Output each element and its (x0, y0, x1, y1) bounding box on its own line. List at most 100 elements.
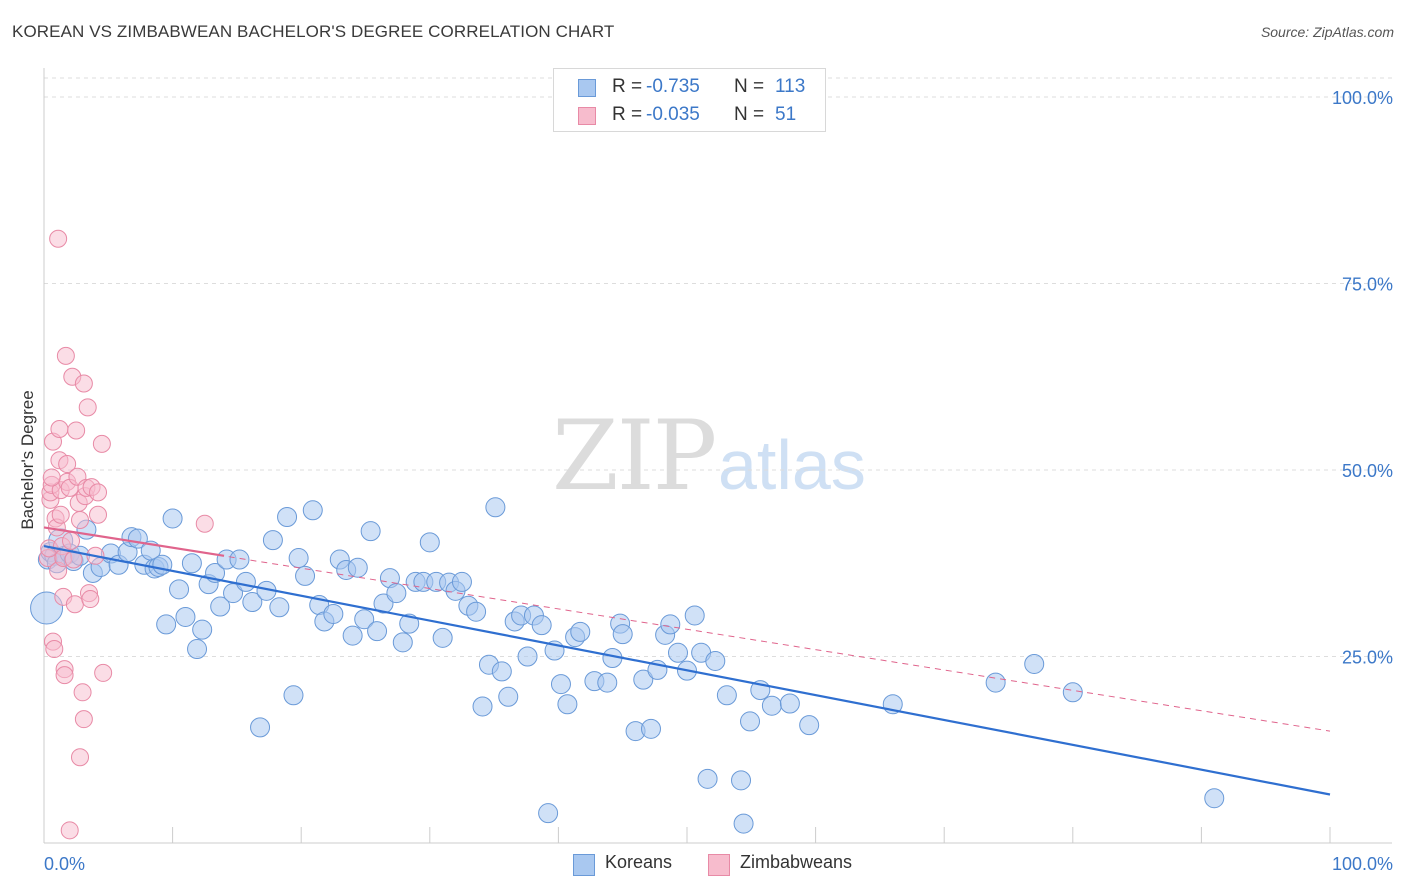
zimbabwean-points-group (38, 229, 214, 840)
zimbabwean-point (50, 419, 69, 438)
korean-point (640, 718, 661, 739)
korean-point (432, 627, 453, 648)
korean-n-value: 113 (775, 76, 806, 97)
korean-point (210, 596, 231, 617)
korean-point (799, 715, 820, 736)
korean-point (538, 803, 559, 824)
zimbabwean-point (74, 374, 93, 393)
zimbabwean-point (94, 663, 113, 682)
chart-title: KOREAN VS ZIMBABWEAN BACHELOR'S DEGREE C… (12, 22, 615, 41)
korean-point (392, 632, 413, 653)
korean-point (472, 696, 493, 717)
zimbabwean-n-label: N = (734, 104, 765, 125)
korean-point (550, 674, 571, 695)
korean-point (288, 548, 309, 569)
korean-point (740, 711, 761, 732)
korean-point (262, 530, 283, 551)
korean-point (229, 549, 250, 570)
korean-point (761, 695, 782, 716)
zimbabwean-point (195, 514, 214, 533)
korean-point (633, 669, 654, 690)
y-tick-label: 75.0% (1342, 275, 1393, 295)
x-tick-label-start: 0.0% (44, 854, 85, 874)
korean-n-label: N = (734, 76, 765, 97)
korean-point (354, 609, 375, 630)
korean-point (1024, 653, 1045, 674)
korean-point (466, 601, 487, 622)
zimbabwean-r-label: R = (612, 104, 643, 125)
zimbabwean-point (71, 510, 90, 529)
zimbabwean-point (92, 434, 111, 453)
korean-points-group (30, 497, 1225, 834)
source-label: Source: ZipAtlas.com (1260, 24, 1394, 40)
korean-point (485, 497, 506, 518)
zimbabwean-point (78, 398, 97, 417)
trend-lines-group (43, 526, 1331, 796)
zimbabwean-point (67, 421, 86, 440)
korean-point (242, 592, 263, 613)
bottom-korean-swatch (573, 854, 595, 876)
watermark-atlas: atlas (718, 426, 866, 504)
korean-point (347, 557, 368, 578)
zimbabwean-point (58, 455, 77, 474)
y-tick-label: 25.0% (1342, 648, 1393, 668)
axis-layer (43, 68, 1392, 844)
korean-trend-line (43, 545, 1331, 796)
watermark-zip: ZIP (552, 400, 717, 512)
korean-point (779, 693, 800, 714)
zimbabwean-point (62, 531, 81, 550)
x-tick-label-end: 100.0% (1332, 854, 1393, 874)
korean-point (985, 672, 1006, 693)
korean-point (399, 613, 420, 634)
korean-point (386, 583, 407, 604)
korean-point (156, 614, 177, 635)
korean-point (731, 770, 752, 791)
korean-point (295, 565, 316, 586)
korean-point (491, 661, 512, 682)
korean-point (342, 625, 363, 646)
korean-point (716, 685, 737, 706)
korean-swatch (578, 79, 596, 97)
zimbabwean-point (71, 748, 90, 767)
zimbabwean-n-value: 51 (775, 104, 797, 125)
legend-row-zimbabwean: R = -0.035 N = 51 (554, 101, 825, 129)
bottom-zimbabwean-swatch (708, 854, 730, 876)
korean-point (169, 579, 190, 600)
zimbabwean-point (89, 505, 108, 524)
korean-r-value: -0.735 (646, 76, 700, 97)
zimbabwean-r-value: -0.035 (646, 104, 700, 125)
zimbabwean-swatch (578, 107, 596, 125)
korean-point (250, 717, 271, 738)
korean-point (1062, 682, 1083, 703)
zimbabwean-point (89, 483, 108, 502)
korean-point (367, 621, 388, 642)
korean-point (1204, 788, 1225, 809)
korean-point (451, 571, 472, 592)
korean-point (570, 621, 591, 642)
zimbabwean-point (60, 821, 79, 840)
korean-point (419, 532, 440, 553)
y-tick-label: 100.0% (1332, 88, 1393, 108)
legend-row-korean: R = -0.735 N = 113 (554, 73, 825, 101)
korean-point (498, 686, 519, 707)
korean-point (192, 619, 213, 640)
korean-point (302, 500, 323, 521)
zimbabwean-point (45, 640, 64, 659)
korean-point (152, 554, 173, 575)
korean-point (612, 624, 633, 645)
korean-point (162, 508, 183, 529)
korean-point (660, 614, 681, 635)
zimbabwean-point (81, 590, 100, 609)
zimbabwean-point (55, 666, 74, 685)
korean-point (277, 506, 298, 527)
zimbabwean-point (51, 505, 70, 524)
zimbabwean-trend-dashed (43, 526, 1331, 732)
korean-point (733, 813, 754, 834)
korean-point (684, 605, 705, 626)
correlation-legend: R = -0.735 N = 113 R = -0.035 N = 51 (553, 68, 826, 132)
korean-point (597, 672, 618, 693)
bottom-korean-label: Koreans (605, 852, 673, 872)
korean-point (269, 597, 290, 618)
zimbabwean-point (73, 683, 92, 702)
